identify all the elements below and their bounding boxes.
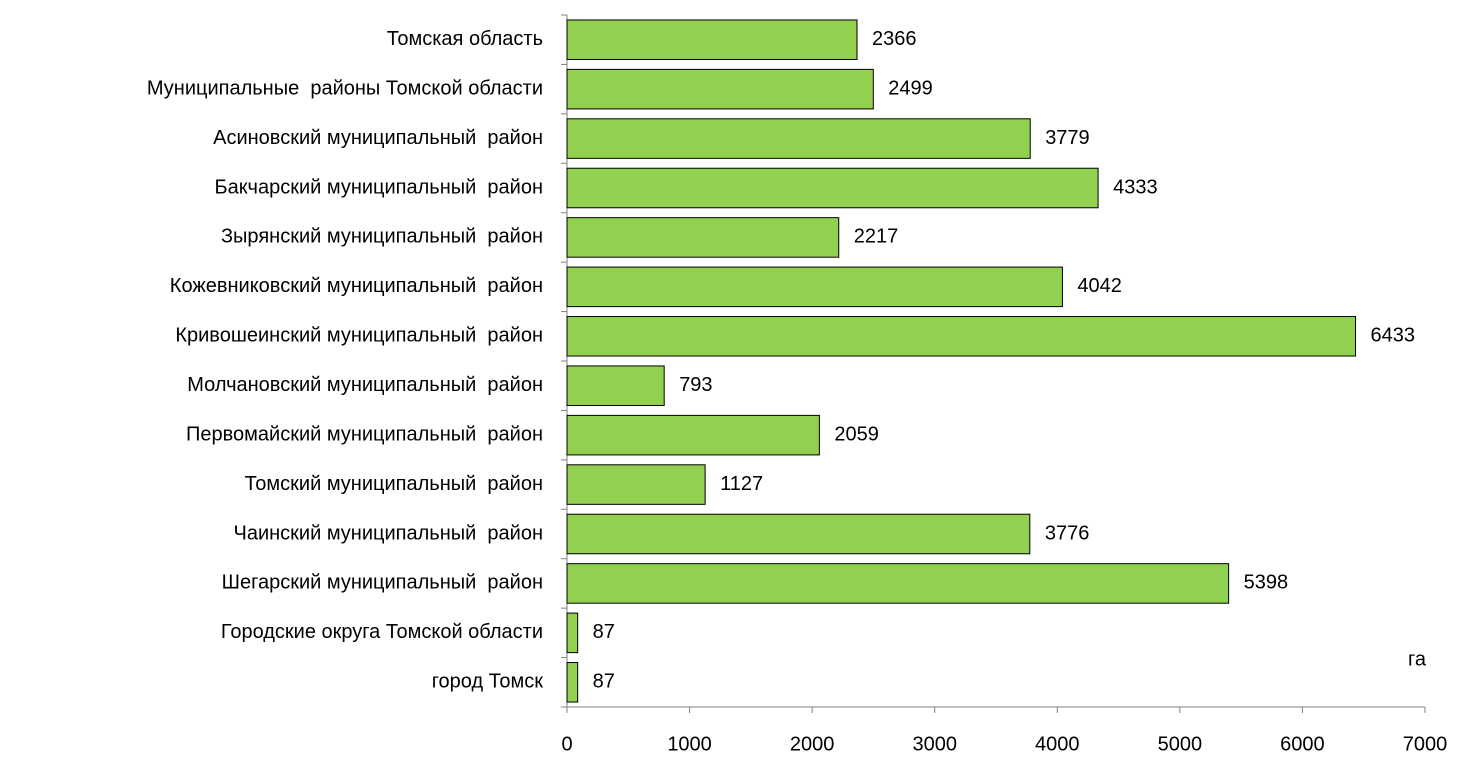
y-tick-label: Бакчарский муниципальный район: [215, 176, 543, 198]
y-tick-label: Асиновский муниципальный район: [213, 127, 543, 149]
bar: [566, 217, 840, 258]
value-label: 87: [593, 621, 615, 643]
bar: [566, 414, 820, 456]
value-label: 87: [593, 671, 615, 693]
bar: [566, 662, 579, 703]
x-tick-label: 4000: [1035, 733, 1080, 755]
bar: [566, 316, 1357, 357]
x-tick-label: 7000: [1403, 733, 1448, 755]
x-tick-label: 6000: [1280, 733, 1325, 755]
bar: [566, 464, 706, 505]
value-label: 2499: [888, 77, 933, 99]
bar: [566, 266, 1063, 308]
value-label: 2366: [872, 28, 917, 50]
value-label: 4042: [1077, 275, 1122, 297]
x-tick-label: 0: [561, 733, 572, 755]
x-tick-label: 5000: [1158, 733, 1203, 755]
x-tick-label: 3000: [912, 733, 957, 755]
bar: [566, 513, 1031, 555]
value-label: 793: [679, 374, 712, 396]
bar: [566, 19, 858, 60]
bar: [566, 365, 665, 406]
value-label: 6433: [1371, 325, 1416, 347]
bar: [566, 612, 579, 654]
value-label: 3779: [1045, 127, 1090, 149]
y-tick-label: Зырянский муниципальный район: [221, 226, 543, 248]
value-label: 3776: [1045, 522, 1090, 544]
y-tick-label: Молчановский муниципальный район: [187, 374, 543, 396]
y-tick-label: Муниципальные районы Томской области: [147, 77, 543, 99]
value-label: 1127: [720, 473, 763, 495]
bar: [566, 563, 1230, 604]
y-tick-label: Чаинский муниципальный район: [234, 522, 543, 544]
y-tick-label: Кривошеинский муниципальный район: [175, 325, 543, 347]
value-label: 4333: [1113, 176, 1158, 198]
y-tick-label: Шегарский муниципальный район: [222, 572, 543, 594]
bar: [566, 167, 1099, 209]
value-label: 5398: [1244, 572, 1289, 594]
y-tick-label: Городские округа Томской области: [221, 621, 543, 643]
bar: [566, 118, 1031, 159]
y-tick-label: Первомайский муниципальный район: [186, 423, 543, 445]
value-label: 2217: [854, 226, 899, 248]
value-label: 2059: [834, 423, 879, 445]
x-tick-label: 1000: [667, 733, 712, 755]
y-tick-label: Томский муниципальный район: [245, 473, 543, 495]
y-tick-label: город Томск: [432, 671, 544, 693]
unit-label: га: [1408, 648, 1427, 670]
y-tick-label: Кожевниковский муниципальный район: [170, 275, 543, 297]
y-tick-label: Томская область: [387, 28, 543, 50]
x-tick-label: 2000: [790, 733, 835, 755]
bar: [566, 68, 874, 110]
